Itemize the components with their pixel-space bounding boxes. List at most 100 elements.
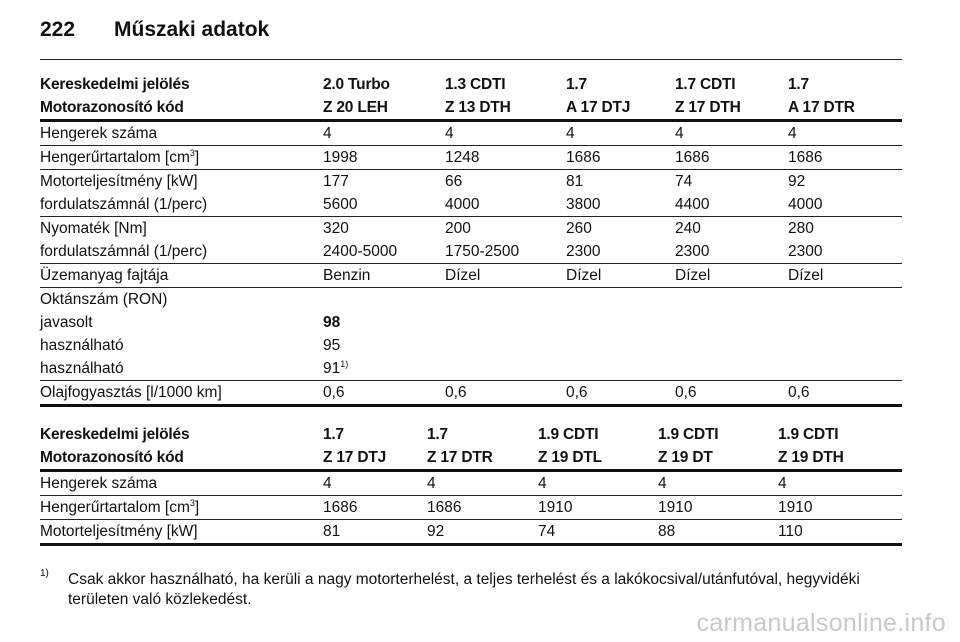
footnote-marker: 1) (40, 568, 49, 579)
header-cell: 2.0 Turbo (323, 76, 390, 93)
table-cell: 1686 (675, 145, 788, 170)
row-label: Motorteljesítmény [kW] (40, 173, 198, 190)
table-cell: 200 (445, 220, 471, 237)
page-header: 222 Műszaki adatok (40, 18, 269, 42)
row-label: Nyomaték [Nm] (40, 220, 147, 237)
header-label: Motorazonosító kód (40, 446, 323, 472)
table-row-cylinders: Hengerek száma 4 4 4 4 4 (40, 120, 902, 146)
table-cell: Dízel (788, 263, 902, 288)
row-label: Motorteljesítmény [kW] (40, 519, 323, 546)
table-row-usable-footnote: használható 911) (40, 357, 902, 381)
row-label: Hengerűrtartalom [cm3] (40, 495, 323, 520)
table-cell: 74 (538, 519, 658, 546)
header-row-engine-code: Motorazonosító kód Z 17 DTJ Z 17 DTR Z 1… (40, 446, 902, 472)
table-row-power: Motorteljesítmény [kW] 177 66 81 74 92 (40, 170, 902, 194)
table-cell: 4 (323, 120, 445, 146)
table-cell: 4 (658, 470, 778, 496)
header-cell: 1.9 CDTI (538, 426, 599, 443)
table-cell: 0,6 (675, 380, 788, 407)
table-cell: 280 (788, 220, 814, 237)
header-cell: Z 19 DT (658, 446, 778, 472)
table-cell: Dízel (675, 263, 788, 288)
table-cell: Dízel (566, 263, 675, 288)
header-label: Kereskedelmi jelölés (40, 426, 190, 443)
row-label: Üzemanyag fajtája (40, 263, 323, 288)
header-cell: A 17 DTR (788, 96, 902, 122)
header-cell: Z 17 DTH (675, 96, 788, 122)
table-cell: 260 (566, 220, 592, 237)
table-cell: 0,6 (445, 380, 566, 407)
header-row-engine-code: Motorazonosító kód Z 20 LEH Z 13 DTH A 1… (40, 96, 902, 122)
page-number: 222 (40, 18, 76, 41)
table-cell: 95 (323, 337, 341, 354)
table-cell: 74 (675, 173, 693, 190)
table-row-cylinders: Hengerek száma 4 4 4 4 4 (40, 470, 902, 496)
footnote-ref: 1) (340, 358, 349, 369)
header-label: Motorazonosító kód (40, 96, 323, 122)
table-cell: 911) (323, 357, 445, 381)
table-cell: 81 (323, 519, 427, 546)
footnote: 1) Csak akkor használható, ha kerüli a n… (40, 568, 902, 610)
table-cell: 88 (658, 519, 778, 546)
row-label: használható (40, 337, 124, 354)
table-row-power-rpm: fordulatszámnál (1/perc) 5600 4000 3800 … (40, 193, 902, 217)
table-row-octane: Oktánszám (RON) (40, 288, 902, 312)
table-cell: 4 (566, 120, 675, 146)
table-cell: 4 (538, 470, 658, 496)
table-cell: 4400 (675, 193, 788, 217)
table-row-usable: használható 95 (40, 334, 902, 357)
row-label: használható (40, 357, 323, 381)
table-row-recommended: javasolt 98 (40, 311, 902, 334)
row-label: javasolt (40, 314, 93, 331)
header-cell: 1.7 (566, 76, 587, 93)
header-cell: 1.7 CDTI (675, 76, 736, 93)
table-cell: 3800 (566, 193, 675, 217)
table-cell: 1910 (538, 495, 658, 520)
table-cell: 1248 (445, 145, 566, 170)
table-cell: Dízel (445, 263, 566, 288)
table-cell: 4 (323, 470, 427, 496)
row-label: fordulatszámnál (1/perc) (40, 240, 323, 264)
row-label: Hengerűrtartalom [cm3] (40, 145, 323, 170)
table-cell: 320 (323, 220, 349, 237)
table-cell: 2400-5000 (323, 240, 445, 264)
table-cell: 1910 (778, 495, 902, 520)
table-cell: 0,6 (323, 380, 445, 407)
header-divider (40, 59, 902, 60)
table-cell: 4000 (788, 193, 902, 217)
table-row-torque-rpm: fordulatszámnál (1/perc) 2400-5000 1750-… (40, 240, 902, 264)
table-cell: 1998 (323, 145, 445, 170)
header-cell: 1.9 CDTI (658, 426, 719, 443)
footnote-text: Csak akkor használható, ha kerüli a nagy… (68, 571, 860, 608)
table-cell: 4 (427, 470, 538, 496)
table-cell: 5600 (323, 193, 445, 217)
header-cell: Z 19 DTH (778, 446, 902, 472)
table-cell: 4 (675, 120, 788, 146)
engine-spec-table-1: Kereskedelmi jelölés 2.0 Turbo 1.3 CDTI … (40, 73, 902, 407)
table-cell: 66 (445, 173, 463, 190)
table-cell: 4 (788, 120, 902, 146)
table-cell: 0,6 (566, 380, 675, 407)
header-cell: Z 19 DTL (538, 446, 658, 472)
table-cell: 1910 (658, 495, 778, 520)
table-row-displacement: Hengerűrtartalom [cm3] 1686 1686 1910 19… (40, 495, 902, 520)
table-row-oil: Olajfogyasztás [l/1000 km] 0,6 0,6 0,6 0… (40, 380, 902, 407)
header-cell: 1.7 (788, 76, 809, 93)
table-row-power: Motorteljesítmény [kW] 81 92 74 88 110 (40, 519, 902, 546)
header-cell: 1.7 (427, 426, 448, 443)
table-row-displacement: Hengerűrtartalom [cm3] 1998 1248 1686 16… (40, 145, 902, 170)
table-cell: 2300 (675, 240, 788, 264)
table-cell: 110 (778, 519, 902, 546)
table-cell: 0,6 (788, 380, 902, 407)
table-cell: 2300 (566, 240, 675, 264)
page-title: Műszaki adatok (114, 18, 270, 41)
row-label: Olajfogyasztás [l/1000 km] (40, 380, 323, 407)
header-cell: 1.3 CDTI (445, 76, 506, 93)
table-cell: 4000 (445, 193, 566, 217)
header-row-designation: Kereskedelmi jelölés 2.0 Turbo 1.3 CDTI … (40, 73, 902, 96)
table-cell: 4 (778, 470, 902, 496)
header-cell: Z 20 LEH (323, 96, 445, 122)
header-cell: Z 13 DTH (445, 96, 566, 122)
table-cell: 1750-2500 (445, 240, 566, 264)
table-cell: 92 (788, 173, 806, 190)
